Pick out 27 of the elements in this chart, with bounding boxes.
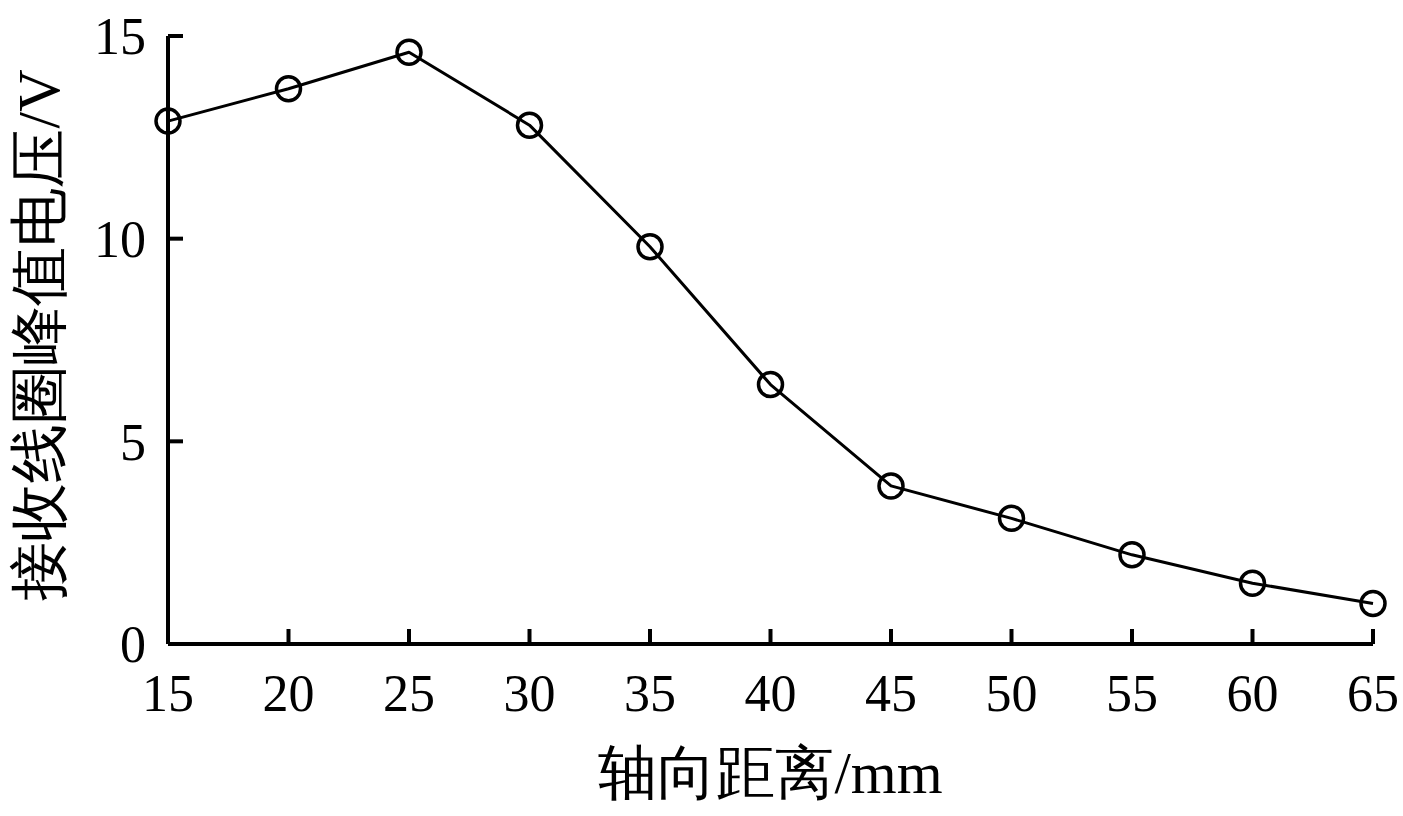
x-tick-label: 40 (744, 664, 797, 722)
point (636, 233, 664, 261)
point (515, 111, 544, 139)
y-tick-label: 0 (120, 616, 146, 674)
y-axis-title: 接收线圈峰值电压/V (5, 69, 72, 601)
x-tick-label: 65 (1347, 664, 1399, 722)
point (997, 504, 1026, 533)
x-tick-label: 30 (503, 664, 556, 722)
point (154, 107, 182, 135)
point (274, 74, 303, 103)
x-tick-label: 45 (865, 664, 917, 722)
point (1238, 569, 1267, 597)
point (395, 38, 423, 66)
x-tick-label: 60 (1226, 664, 1279, 722)
y-tick-label: 5 (120, 413, 146, 471)
x-tick-label: 25 (383, 664, 435, 722)
y-tick-label: 15 (94, 8, 146, 66)
x-axis-title: 轴向距离/mm (598, 739, 943, 806)
x-tick-label: 55 (1106, 664, 1158, 722)
point (756, 370, 785, 399)
x-tick-label: 35 (624, 664, 676, 722)
y-tick-label: 10 (94, 210, 146, 268)
x-tick-label: 50 (985, 664, 1038, 722)
point (877, 472, 905, 500)
point (1359, 589, 1387, 618)
x-tick-label: 20 (262, 664, 315, 722)
point (1118, 541, 1146, 569)
